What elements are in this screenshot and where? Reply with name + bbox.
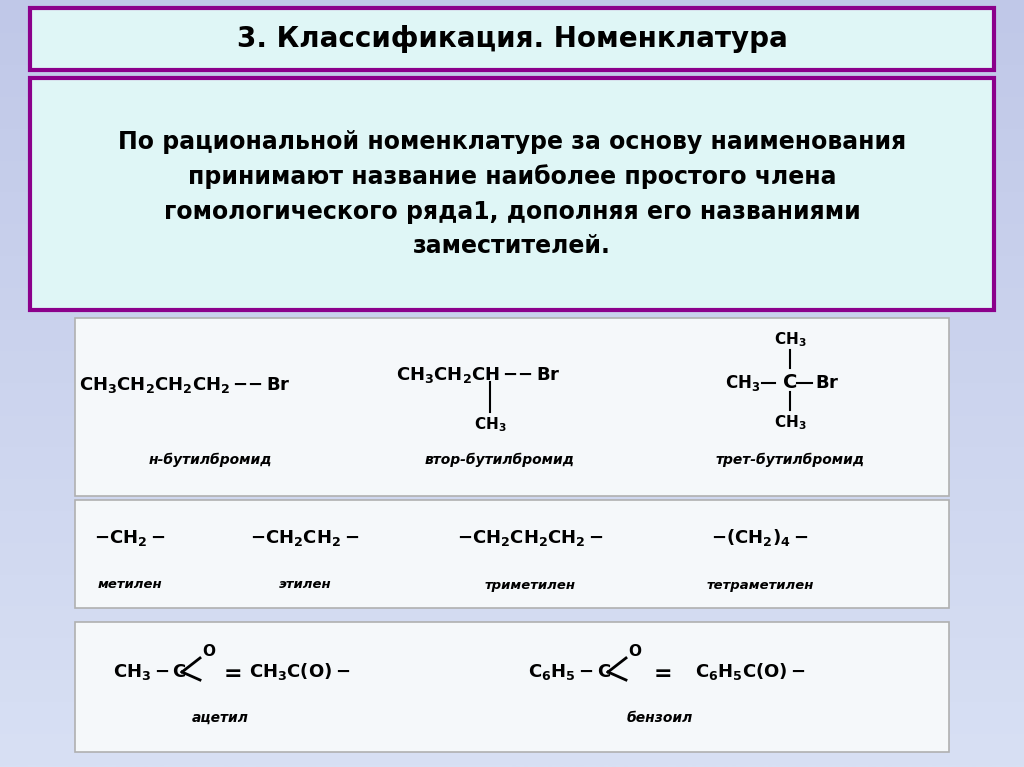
Text: $\mathbf{-CH_2CH_2-}$: $\mathbf{-CH_2CH_2-}$ [251,528,359,548]
FancyBboxPatch shape [30,78,994,310]
Text: $\mathbf{-(CH_2)_4-}$: $\mathbf{-(CH_2)_4-}$ [712,528,809,548]
FancyBboxPatch shape [75,318,949,496]
FancyBboxPatch shape [75,622,949,752]
Text: триметилен: триметилен [484,578,575,591]
Text: $\mathbf{C_6H_5-C}$: $\mathbf{C_6H_5-C}$ [528,662,611,682]
Text: O: O [202,644,215,660]
Text: $\mathbf{CH_3}$: $\mathbf{CH_3}$ [774,413,806,433]
Text: ацетил: ацетил [191,711,249,725]
Text: $\mathbf{=}$: $\mathbf{=}$ [219,662,242,682]
Text: $\mathbf{CH_3}$: $\mathbf{CH_3}$ [725,373,760,393]
Text: $\mathbf{CH_3C(O)-}$: $\mathbf{CH_3C(O)-}$ [249,661,350,683]
FancyBboxPatch shape [30,8,994,70]
Text: 3. Классификация. Номенклатура: 3. Классификация. Номенклатура [237,25,787,53]
Text: $\mathbf{-\!-Br}$: $\mathbf{-\!-Br}$ [502,366,561,384]
Text: н-бутилбромид: н-бутилбромид [148,453,271,467]
Text: C: C [782,374,798,393]
Text: $\mathbf{-\!-Br}$: $\mathbf{-\!-Br}$ [232,376,291,394]
Text: $\mathbf{=}$: $\mathbf{=}$ [649,662,672,682]
Text: $\mathbf{C_6H_5C(O)-}$: $\mathbf{C_6H_5C(O)-}$ [694,661,806,683]
Text: По рациональной номенклатуре за основу наименования
принимают название наиболее : По рациональной номенклатуре за основу н… [118,130,906,258]
Text: $\mathbf{CH_3CH_2CH}$: $\mathbf{CH_3CH_2CH}$ [396,365,500,385]
FancyBboxPatch shape [75,500,949,608]
Text: $\mathbf{CH_3CH_2CH_2CH_2}$: $\mathbf{CH_3CH_2CH_2CH_2}$ [79,375,230,395]
Text: втор-бутилбромид: втор-бутилбромид [425,453,575,467]
Text: $\mathbf{-CH_2CH_2CH_2-}$: $\mathbf{-CH_2CH_2CH_2-}$ [457,528,603,548]
Text: тетраметилен: тетраметилен [707,578,814,591]
Text: этилен: этилен [279,578,332,591]
Text: $\mathbf{CH_3}$: $\mathbf{CH_3}$ [774,331,806,349]
Text: $\mathbf{Br}$: $\mathbf{Br}$ [815,374,840,392]
Text: метилен: метилен [97,578,163,591]
Text: $\mathbf{-CH_2-}$: $\mathbf{-CH_2-}$ [94,528,166,548]
Text: O: O [628,644,641,660]
Text: $\mathbf{CH_3-C}$: $\mathbf{CH_3-C}$ [113,662,187,682]
Text: трет-бутилбромид: трет-бутилбромид [716,453,864,467]
Text: бензоил: бензоил [627,711,693,725]
Text: $\mathbf{CH_3}$: $\mathbf{CH_3}$ [474,416,506,434]
